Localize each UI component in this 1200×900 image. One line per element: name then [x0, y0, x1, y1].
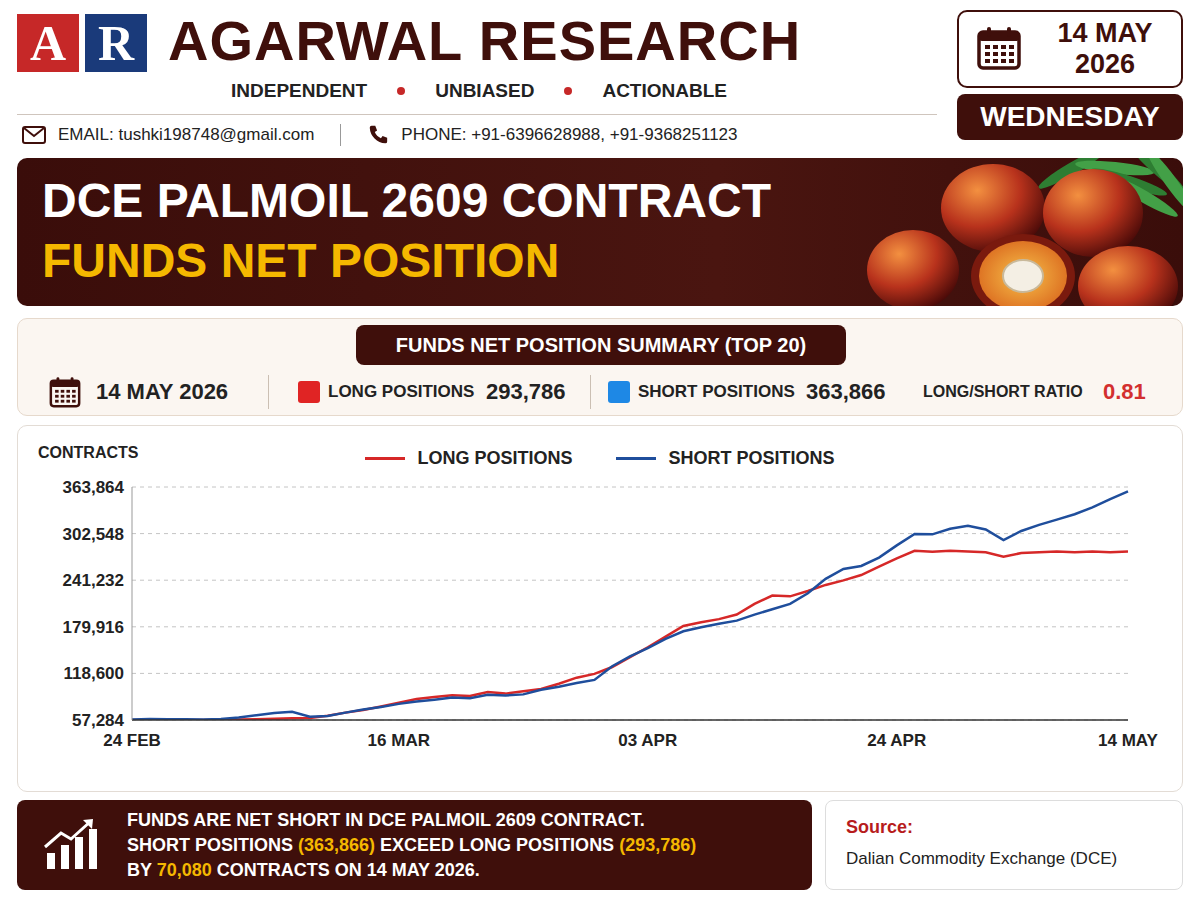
svg-text:241,232: 241,232 — [63, 571, 124, 590]
html-text:363,866: 363,866 — [806, 379, 886, 404]
svg-text:24 FEB: 24 FEB — [103, 731, 161, 750]
svg-text:03 APR: 03 APR — [618, 731, 677, 750]
html-text:FUNDS ARE NET SHORT IN DCE PAL: FUNDS ARE NET SHORT IN DCE PALMOIL 2609 … — [127, 810, 645, 830]
svg-text:302,548: 302,548 — [63, 525, 124, 544]
html-text:14 MAY: 14 MAY — [1057, 18, 1153, 48]
html-text:PHONE: +91-6396628988, +91-936: PHONE: +91-6396628988, +91-9368251123 — [401, 125, 738, 144]
html-text:2026: 2026 — [1075, 49, 1135, 79]
html-text:DCE PALMOIL 2609 CONTRACT: DCE PALMOIL 2609 CONTRACT — [42, 174, 771, 227]
html-text:LONG/SHORT RATIO: LONG/SHORT RATIO — [923, 383, 1083, 400]
html-text:BY 70,080 CONTRACTS ON 14 MAY: BY 70,080 CONTRACTS ON 14 MAY 2026. — [127, 860, 480, 880]
html-text:UNBIASED: UNBIASED — [435, 80, 535, 101]
html-text:SHORT POSITIONS: SHORT POSITIONS — [668, 448, 835, 468]
html-text:A: A — [29, 15, 66, 71]
html-text:LONG POSITIONS: LONG POSITIONS — [328, 382, 475, 401]
svg-text:363,864: 363,864 — [63, 478, 125, 497]
html-text:INDEPENDENT: INDEPENDENT — [231, 80, 368, 101]
svg-text:24 APR: 24 APR — [867, 731, 926, 750]
html-text:Source:: Source: — [846, 817, 913, 837]
html-text:WEDNESDAY: WEDNESDAY — [980, 101, 1160, 132]
html-text:SHORT POSITIONS: SHORT POSITIONS — [638, 382, 795, 401]
html-text:14 MAY 2026: 14 MAY 2026 — [96, 379, 229, 404]
html-text:FUNDS NET POSITION SUMMARY (TO: FUNDS NET POSITION SUMMARY (TOP 20) — [395, 334, 807, 356]
svg-text:16 MAR: 16 MAR — [368, 731, 430, 750]
html-text:FUNDS NET POSITION: FUNDS NET POSITION — [42, 234, 560, 287]
svg-text:118,600: 118,600 — [63, 664, 124, 683]
svg-text:57,284: 57,284 — [72, 711, 125, 730]
html-text:R: R — [97, 15, 134, 71]
svg-text:14 MAY: 14 MAY — [1098, 731, 1159, 750]
html-text:AGARWAL RESEARCH: AGARWAL RESEARCH — [168, 9, 802, 72]
html-text:EMAIL: tushki198748@gmail.com: EMAIL: tushki198748@gmail.com — [58, 125, 315, 144]
html-text:Dalian Commodity Exchange (DCE: Dalian Commodity Exchange (DCE) — [846, 849, 1118, 868]
html-text:LONG POSITIONS: LONG POSITIONS — [417, 448, 573, 468]
html-text:ACTIONABLE: ACTIONABLE — [602, 80, 727, 101]
svg-text:179,916: 179,916 — [63, 618, 124, 637]
html-text:CONTRACTS: CONTRACTS — [38, 444, 139, 461]
html-text:293,786: 293,786 — [486, 379, 566, 404]
html-text:0.81: 0.81 — [1103, 379, 1146, 404]
html-text:SHORT POSITIONS (363,866) EXCE: SHORT POSITIONS (363,866) EXCEED LONG PO… — [127, 835, 697, 855]
